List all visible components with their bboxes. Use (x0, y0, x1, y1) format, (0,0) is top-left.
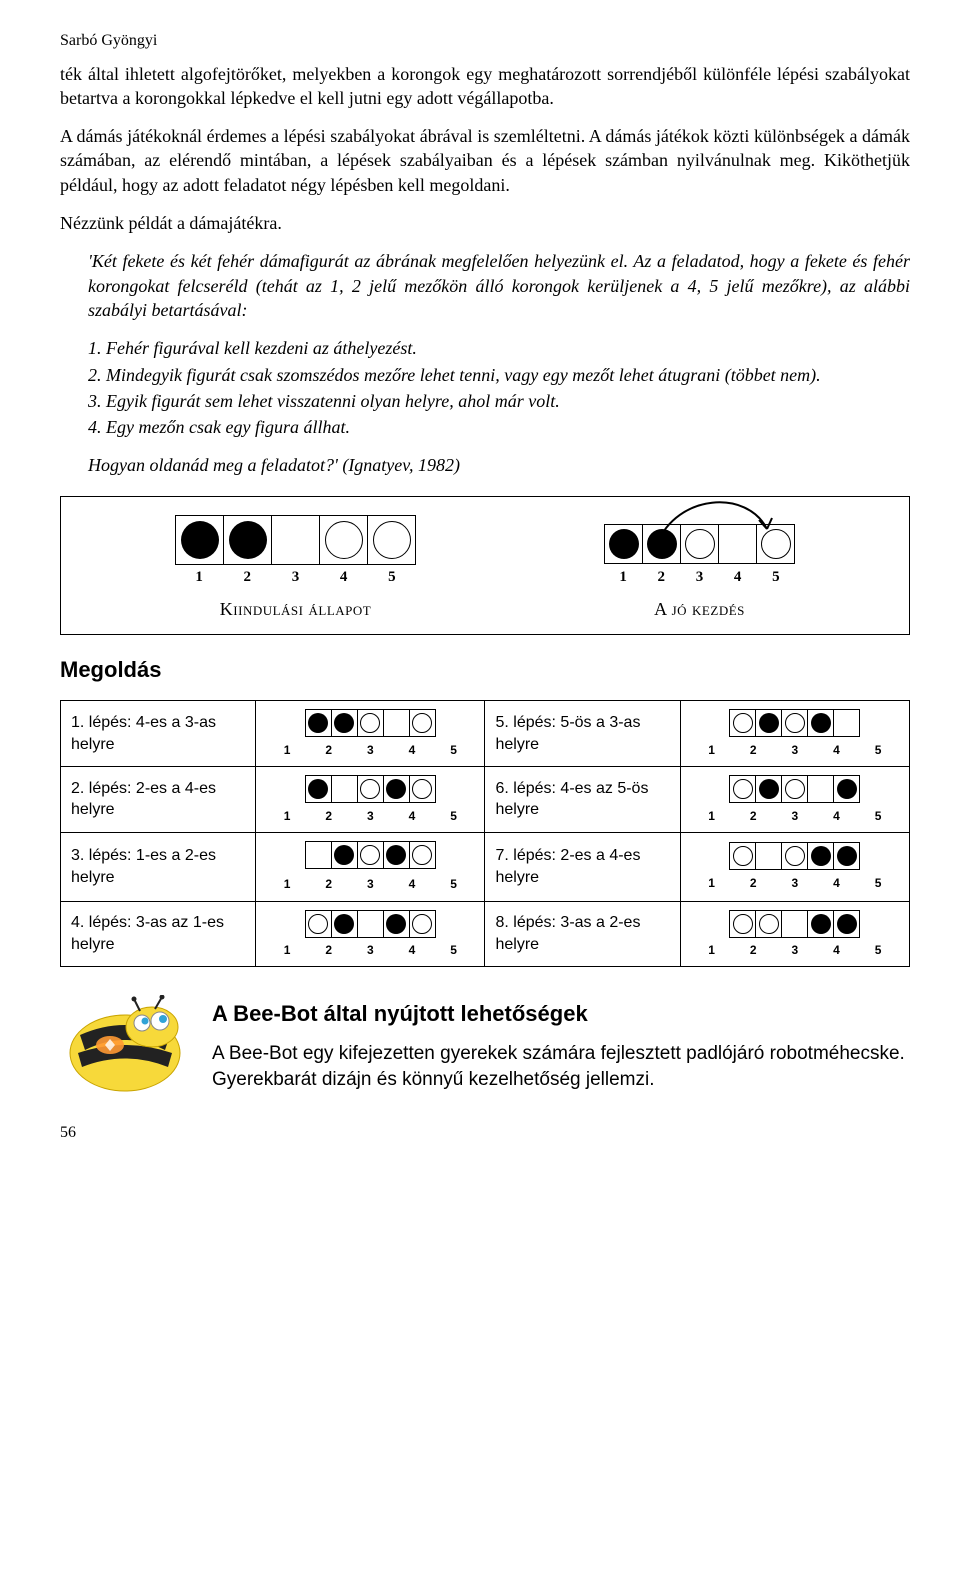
step-4-strip: 12345 (256, 901, 485, 967)
paragraph-1: ték által ihletett algofejtörőket, melye… (60, 62, 910, 111)
step-1-strip: 12345 (256, 701, 485, 767)
closing-question: Hogyan oldanád meg a feladatot?' (Ignaty… (60, 453, 910, 477)
table-row: 1. lépés: 4-es a 3-as helyre 12345 5. lé… (61, 701, 910, 767)
beebot-text: A Bee-Bot egy kifejezetten gyerekek szám… (212, 1041, 910, 1092)
step-7-label: 7. lépés: 2-es a 4-es helyre (485, 832, 680, 901)
figure-good-start: 12345 A jó kezdés (604, 524, 795, 622)
step-7-strip: 12345 (680, 832, 909, 901)
step-3-label: 3. lépés: 1-es a 2-es helyre (61, 832, 256, 901)
caption-goodstart: A jó kezdés (604, 597, 795, 621)
author-name: Sarbó Gyöngyi (60, 30, 910, 52)
arrow-icon (637, 484, 787, 554)
rule-4: 4. Egy mezőn csak egy figura állhat. (88, 415, 910, 439)
paragraph-2: A dámás játékoknál érdemes a lépési szab… (60, 124, 910, 197)
step-6-strip: 12345 (680, 767, 909, 833)
strip-initial-numbers: 12345 (175, 567, 416, 587)
figure-initial-state: 12345 Kiindulási állapot (175, 515, 416, 622)
step-4-label: 4. lépés: 3-as az 1-es helyre (61, 901, 256, 967)
rules-list: 1. Fehér figurával kell kezdeni az áthel… (60, 336, 910, 439)
step-5-strip: 12345 (680, 701, 909, 767)
beebot-icon (60, 995, 190, 1101)
step-3-strip: 12345 (256, 832, 485, 901)
beebot-title: A Bee-Bot által nyújtott lehetőségek (212, 999, 910, 1029)
step-8-strip: 12345 (680, 901, 909, 967)
caption-initial: Kiindulási állapot (175, 597, 416, 621)
strip-initial (175, 515, 416, 565)
task-paragraph: 'Két fekete és két fehér dámafigurát az … (60, 249, 910, 322)
rule-1: 1. Fehér figurával kell kezdeni az áthel… (88, 336, 910, 360)
page-number: 56 (60, 1122, 910, 1144)
step-8-label: 8. lépés: 3-as a 2-es helyre (485, 901, 680, 967)
beebot-section: A Bee-Bot által nyújtott lehetőségek A B… (60, 995, 910, 1101)
table-row: 2. lépés: 2-es a 4-es helyre 12345 6. lé… (61, 767, 910, 833)
solution-table: 1. lépés: 4-es a 3-as helyre 12345 5. lé… (60, 700, 910, 967)
strip-goodstart-numbers: 12345 (604, 567, 795, 587)
figure-box: 12345 Kiindulási állapot 12345 A jó kezd… (60, 496, 910, 635)
step-5-label: 5. lépés: 5-ös a 3-as helyre (485, 701, 680, 767)
step-1-label: 1. lépés: 4-es a 3-as helyre (61, 701, 256, 767)
rule-3: 3. Egyik figurát sem lehet visszatenni o… (88, 389, 910, 413)
solution-title: Megoldás (60, 655, 910, 685)
step-2-strip: 12345 (256, 767, 485, 833)
table-row: 4. lépés: 3-as az 1-es helyre 12345 8. l… (61, 901, 910, 967)
table-row: 3. lépés: 1-es a 2-es helyre 12345 7. lé… (61, 832, 910, 901)
step-6-label: 6. lépés: 4-es az 5-ös helyre (485, 767, 680, 833)
paragraph-3: Nézzünk példát a dámajátékra. (60, 211, 910, 235)
step-2-label: 2. lépés: 2-es a 4-es helyre (61, 767, 256, 833)
rule-2: 2. Mindegyik figurát csak szomszédos mez… (88, 363, 910, 387)
